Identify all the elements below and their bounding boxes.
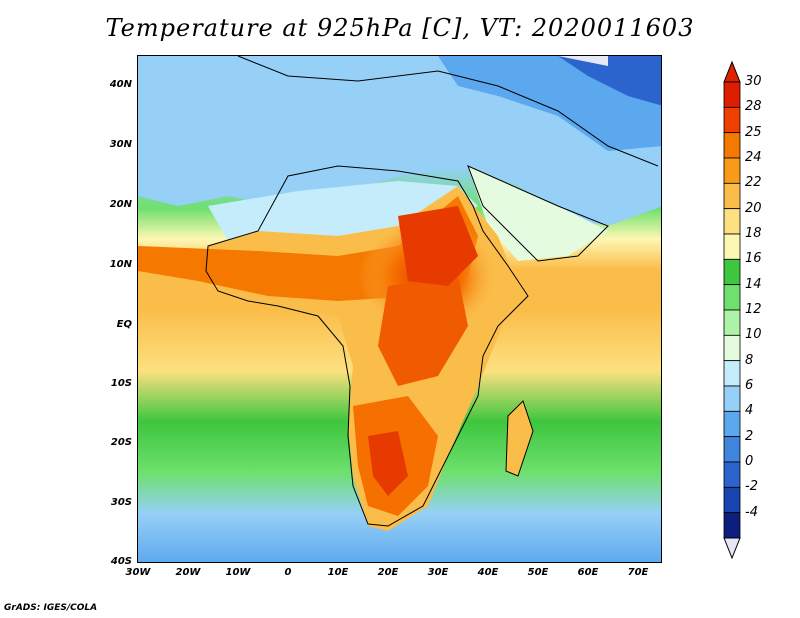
colorbar-swatch	[723, 385, 741, 412]
lon-label-40e: 40E	[477, 567, 499, 578]
colorbar-label: 2	[745, 428, 754, 444]
lon-label-30w: 30W	[125, 567, 151, 578]
colorbar-label: 12	[745, 302, 762, 317]
footer-credit: GrADS: IGES/COLA	[4, 603, 98, 613]
colorbar-swatch	[723, 512, 741, 539]
lon-label-50e: 50E	[527, 567, 549, 578]
colorbar-swatch	[723, 132, 741, 159]
sudan-hottest	[398, 206, 478, 286]
colorbar-swatch	[723, 360, 741, 387]
colorbar-swatch	[723, 436, 741, 463]
highland-coldest	[558, 56, 608, 66]
colorbar-swatch	[723, 284, 741, 311]
lat-label-20s: 20S	[110, 437, 132, 448]
lat-label-10n: 10N	[109, 259, 132, 270]
colorbar-label: 20	[745, 200, 762, 216]
madagascar	[506, 401, 533, 476]
colorbar-label: 22	[745, 175, 762, 191]
colorbar-swatch	[723, 486, 741, 514]
kalahari-hottest	[368, 431, 408, 496]
colorbar-label: 0	[745, 454, 754, 469]
lon-label-20w: 20W	[175, 567, 201, 578]
colorbar-swatch	[723, 410, 741, 438]
colorbar	[723, 60, 741, 560]
colorbar-label: 6	[745, 378, 754, 393]
colorbar-swatch	[723, 334, 741, 362]
colorbar-swatch	[723, 81, 741, 108]
colorbar-label: -4	[745, 504, 758, 520]
lon-label-10e: 10E	[327, 567, 349, 578]
lon-label-30e: 30E	[427, 567, 449, 578]
lat-label-30s: 30S	[110, 497, 132, 508]
colorbar-label: 14	[745, 276, 762, 292]
colorbar-label: 25	[745, 124, 762, 140]
temperature-map	[137, 55, 662, 563]
lon-label-60e: 60E	[577, 567, 599, 578]
lat-label-40n: 40N	[109, 79, 132, 90]
asia-very-cold-region	[558, 56, 661, 106]
lon-label-10w: 10W	[225, 567, 251, 578]
lat-label-40s: 40S	[110, 556, 132, 567]
colorbar-swatch	[723, 106, 741, 134]
colorbar-label: 18	[745, 226, 762, 241]
lon-label-70e: 70E	[627, 567, 649, 578]
lat-label-30n: 30N	[109, 139, 132, 150]
colorbar-swatch	[723, 309, 741, 336]
colorbar-label: 30	[745, 74, 762, 89]
colorbar-label: 24	[745, 150, 762, 165]
colorbar-label: 8	[745, 352, 754, 368]
colorbar-swatch	[723, 258, 741, 286]
lon-label-0: 0	[284, 567, 292, 578]
congo-hot	[378, 276, 468, 386]
lat-label-20n: 20N	[109, 199, 132, 210]
arabia-mild	[468, 166, 608, 261]
colorbar-over-triangle	[723, 60, 741, 83]
colorbar-swatch	[723, 157, 741, 184]
colorbar-label: 28	[745, 99, 762, 115]
colorbar-swatch	[723, 182, 741, 210]
map-title: Temperature at 925hPa [C], VT: 202001160…	[105, 14, 695, 42]
lat-label-10s: 10S	[110, 378, 132, 389]
lon-label-20e: 20E	[377, 567, 399, 578]
temperature-field	[138, 56, 661, 562]
colorbar-under-triangle	[723, 537, 741, 560]
colorbar-label: 4	[745, 403, 754, 419]
colorbar-label: 10	[745, 327, 762, 343]
colorbar-label: -2	[745, 479, 758, 495]
colorbar-swatch	[723, 461, 741, 488]
coastlines	[205, 56, 659, 527]
lat-label-eq: EQ	[116, 319, 132, 330]
colorbar-swatch	[723, 208, 741, 235]
colorbar-label: 16	[745, 251, 762, 267]
colorbar-swatch	[723, 233, 741, 260]
